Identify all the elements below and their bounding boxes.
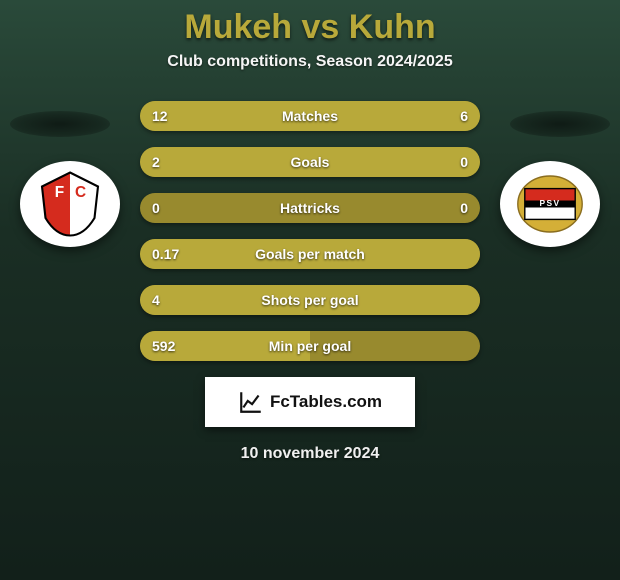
comparison-title: Mukeh vs Kuhn [0,0,620,47]
watermark: FcTables.com [205,377,415,427]
svg-text:PSV: PSV [540,198,561,208]
comparison-date: 10 november 2024 [0,445,620,463]
svg-text:C: C [75,184,86,201]
stat-row: 126Matches [140,101,480,131]
team-right-badge: PSV [500,161,600,247]
stat-label: Min per goal [140,331,480,361]
stat-row: 4Shots per goal [140,285,480,315]
watermark-text: FcTables.com [270,392,382,412]
stat-row: 00Hattricks [140,193,480,223]
shadow-right [510,111,610,137]
chart-icon [238,389,264,415]
fc-utrecht-icon: F C [30,169,110,239]
svg-text:F: F [55,184,64,201]
stat-row: 20Goals [140,147,480,177]
comparison-arena: F C PSV 126Matches 20Goals 00Hattricks 0.17… [0,101,620,361]
stat-label: Goals [140,147,480,177]
stat-label: Hattricks [140,193,480,223]
stat-label: Shots per goal [140,285,480,315]
stat-label: Goals per match [140,239,480,269]
stat-row: 592Min per goal [140,331,480,361]
team-left-badge: F C [20,161,120,247]
shadow-left [10,111,110,137]
stat-label: Matches [140,101,480,131]
stat-row: 0.17Goals per match [140,239,480,269]
stat-bars: 126Matches 20Goals 00Hattricks 0.17Goals pe… [140,101,480,361]
comparison-subtitle: Club competitions, Season 2024/2025 [0,53,620,71]
psv-icon: PSV [510,169,590,239]
